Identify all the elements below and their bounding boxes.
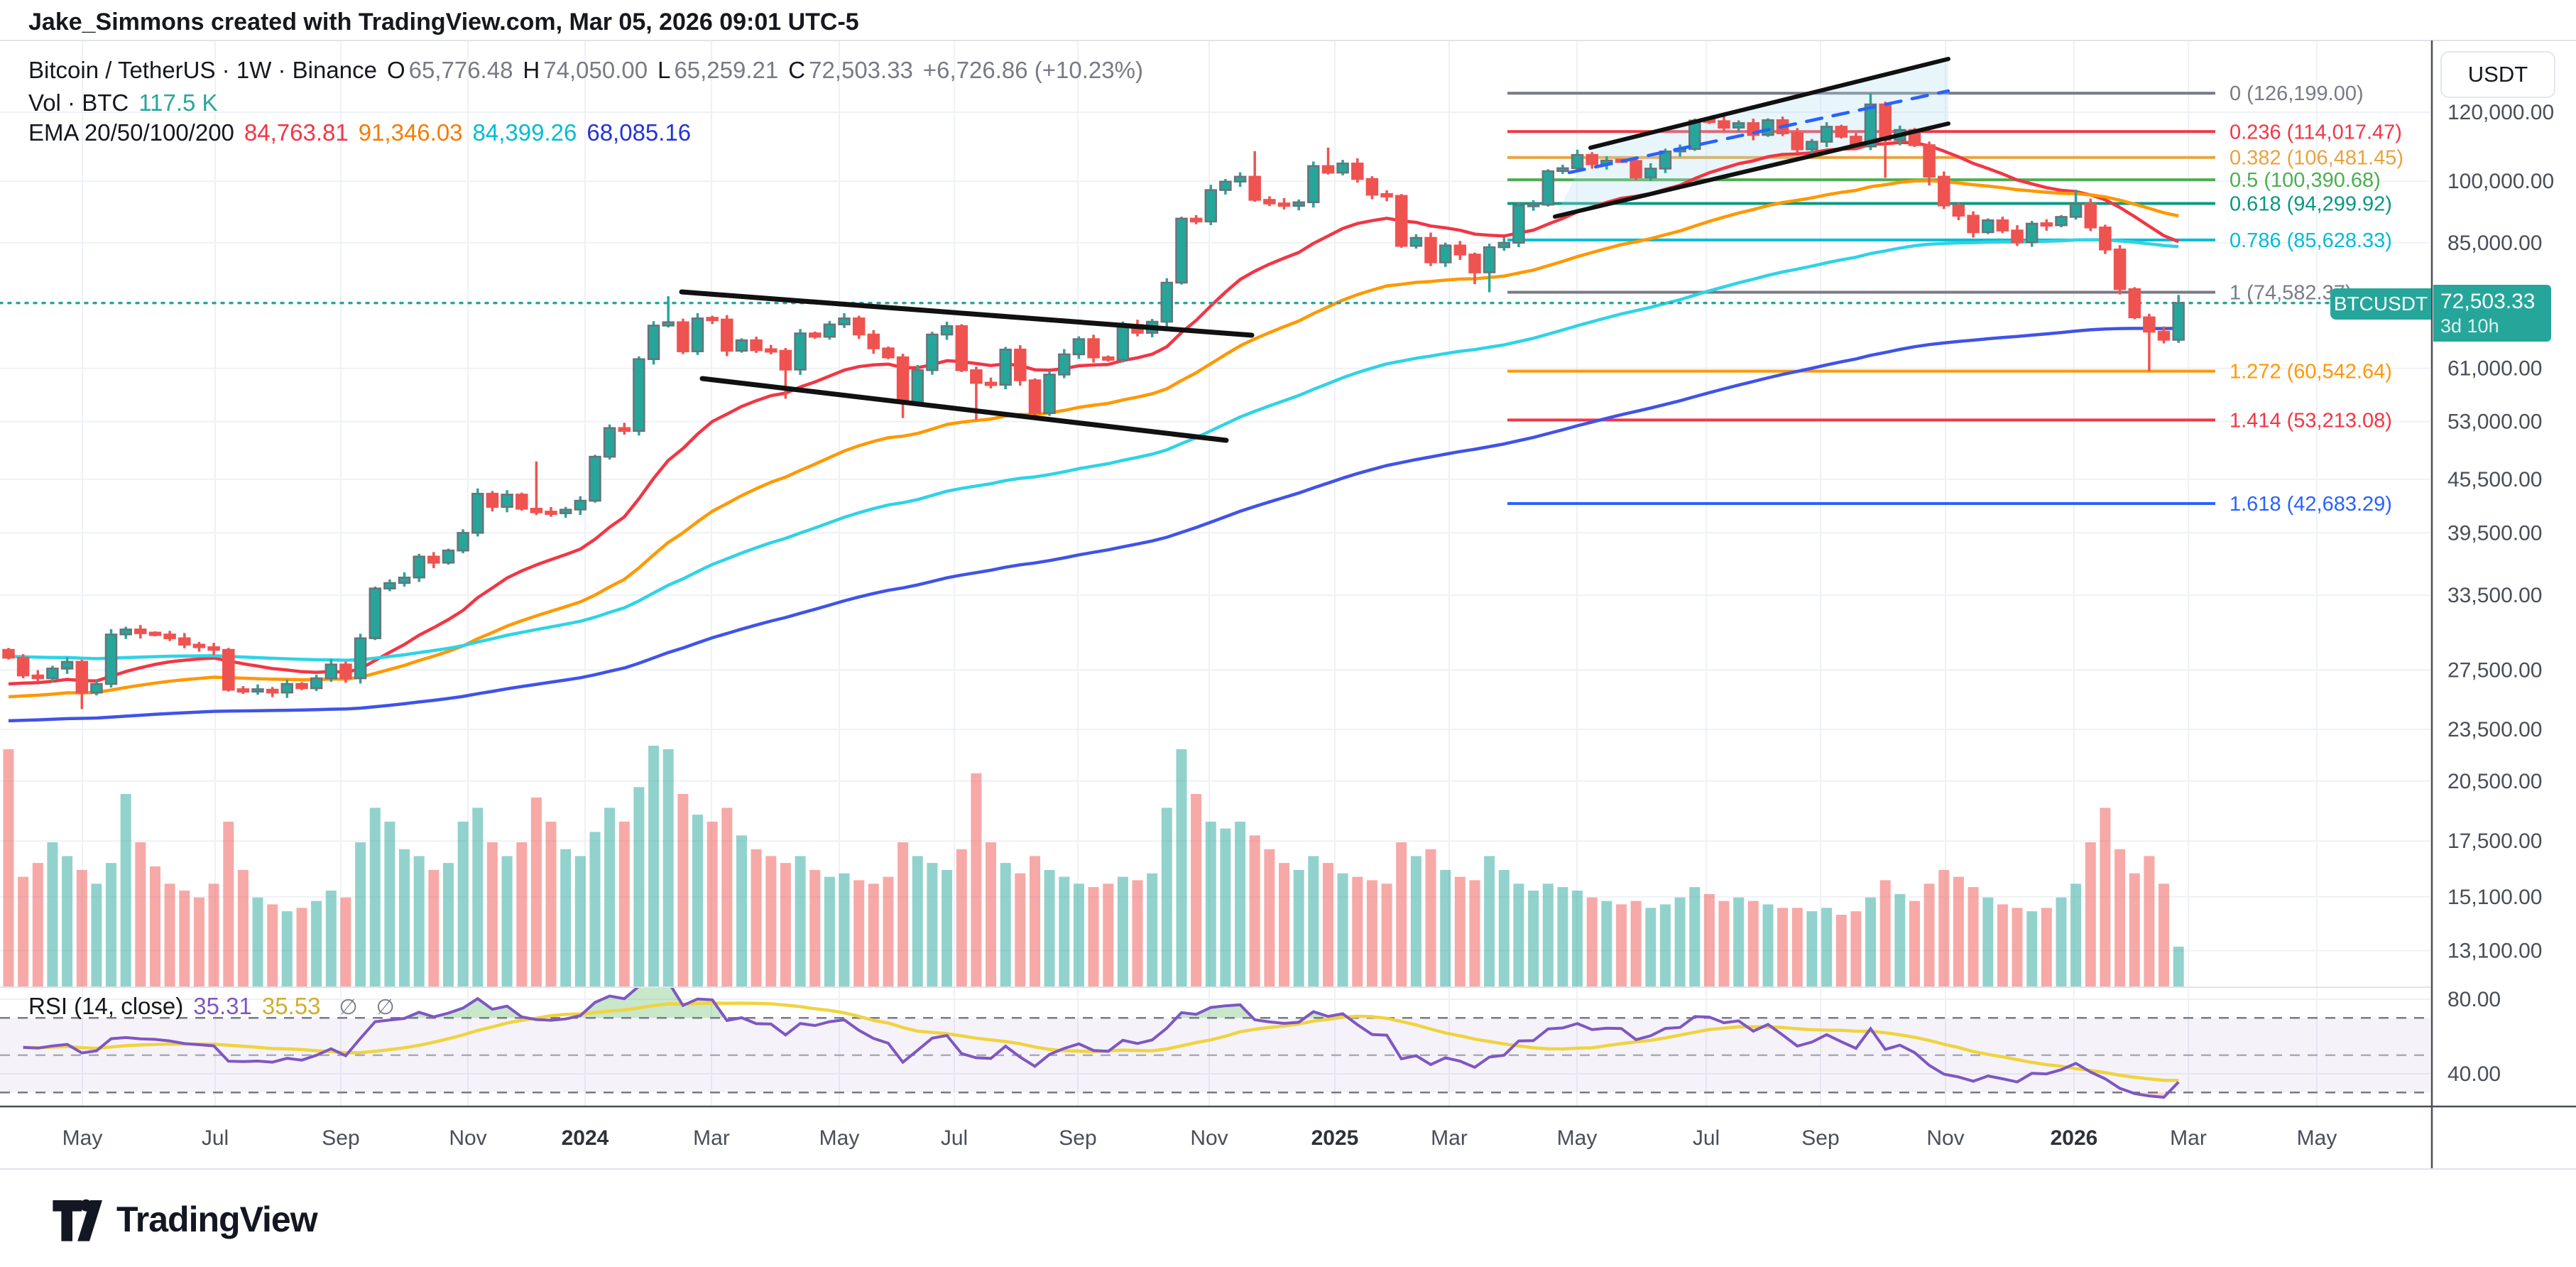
tradingview-logo[interactable]: TradingView bbox=[51, 1192, 317, 1246]
svg-text:0.786 (85,628.33): 0.786 (85,628.33) bbox=[2230, 229, 2392, 252]
ohlc-change: +6,726.86 (+10.23%) bbox=[923, 57, 1143, 84]
ema200-value: 68,085.16 bbox=[586, 119, 691, 146]
svg-text:0 (126,199.00): 0 (126,199.00) bbox=[2230, 82, 2364, 105]
rsi-ma-value: 35.53 bbox=[262, 993, 321, 1020]
time-axis[interactable] bbox=[0, 1108, 2432, 1169]
tradingview-logo-icon bbox=[51, 1192, 102, 1246]
svg-text:1.618 (42,683.29): 1.618 (42,683.29) bbox=[2230, 493, 2392, 516]
symbol-title[interactable]: Bitcoin / TetherUS · 1W · Binance bbox=[28, 57, 377, 84]
last-price-symbol-badge: BTCUSDT bbox=[2330, 288, 2431, 320]
ema50-value: 91,346.03 bbox=[359, 119, 463, 146]
no-data-icon: ∅ bbox=[339, 995, 357, 1020]
attribution-text: Jake_Simmons created with TradingView.co… bbox=[28, 9, 859, 36]
svg-text:0.5 (100,390.68): 0.5 (100,390.68) bbox=[2230, 169, 2381, 192]
ema100-value: 84,399.26 bbox=[473, 119, 577, 146]
rsi-value: 35.31 bbox=[193, 993, 252, 1020]
rsi-label: RSI (14, close) bbox=[28, 993, 183, 1020]
volume-legend-row[interactable]: Vol · BTC 117.5 K bbox=[28, 89, 218, 116]
volume-label: Vol · BTC bbox=[28, 89, 129, 116]
volume-value: 117.5 K bbox=[138, 89, 217, 116]
svg-text:1.272 (60,542.64): 1.272 (60,542.64) bbox=[2230, 361, 2392, 384]
svg-text:0.618 (94,299.92): 0.618 (94,299.92) bbox=[2230, 193, 2392, 216]
rsi-legend-row[interactable]: RSI (14, close) 35.31 35.53 ∅ ∅ bbox=[28, 993, 395, 1020]
svg-text:0.236 (114,017.47): 0.236 (114,017.47) bbox=[2230, 121, 2402, 143]
price-axis[interactable] bbox=[2433, 40, 2576, 1169]
tradingview-logo-text: TradingView bbox=[116, 1199, 317, 1240]
svg-text:0.382 (106,481.45): 0.382 (106,481.45) bbox=[2230, 147, 2403, 170]
ema-label: EMA 20/50/100/200 bbox=[28, 119, 234, 146]
svg-text:1.414 (53,213.08): 1.414 (53,213.08) bbox=[2230, 409, 2392, 432]
ema20-value: 84,763.81 bbox=[244, 119, 349, 146]
no-data-icon: ∅ bbox=[376, 995, 395, 1020]
ema-legend-row[interactable]: EMA 20/50/100/200 84,763.81 91,346.03 84… bbox=[28, 119, 691, 146]
